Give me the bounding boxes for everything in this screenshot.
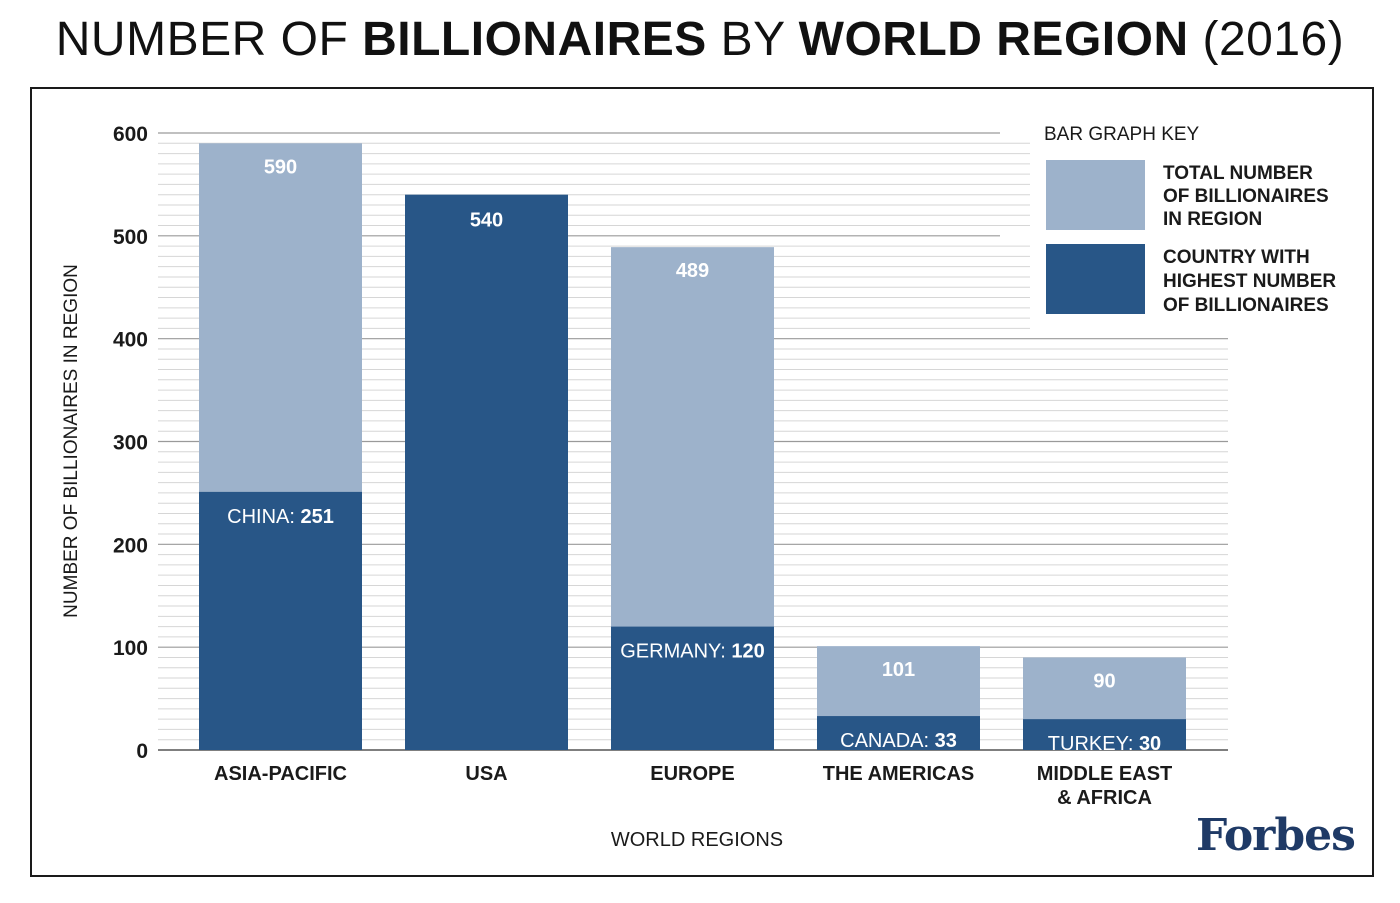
y-tick-label: 600 [113,123,148,146]
title-part-4: WORLD REGION [798,13,1189,66]
y-tick-label: 500 [113,226,148,249]
legend-label-country: HIGHEST NUMBER [1163,271,1336,292]
country-name: TURKEY: [1048,733,1139,755]
y-tick-label: 100 [113,637,148,660]
x-axis-label: WORLD REGIONS [611,829,783,851]
country-value: 30 [1139,733,1161,755]
chart-frame [30,87,1374,877]
legend-swatch-country [1046,244,1145,314]
data-label-country: TURKEY: 30 [1048,733,1161,755]
title-part-2: BILLIONAIRES [362,13,707,66]
x-tick-label: ASIA-PACIFIC [214,763,347,785]
data-label-country: GERMANY: 120 [620,641,765,663]
data-label-total: 489 [676,260,709,282]
legend-swatch-total [1046,160,1145,230]
forbes-logo: Forbes [1196,810,1356,861]
legend-label-country: COUNTRY WITH [1163,247,1310,268]
x-tick-label: & AFRICA [1057,787,1152,809]
title-part-5: (2016) [1202,13,1345,66]
data-label-country: CANADA: 33 [840,730,957,752]
x-tick-label: THE AMERICAS [823,763,974,785]
country-value: 251 [300,506,333,528]
country-value: 540 [470,210,503,232]
data-label-total: 101 [882,659,915,681]
bar-country [1023,719,1186,750]
title-part-3: BY [720,13,785,66]
y-tick-label: 400 [113,329,148,352]
title-part-1: NUMBER OF [55,13,349,66]
data-label-country: CHINA: 251 [227,506,334,528]
data-label-total: 590 [264,156,297,178]
x-tick-label: MIDDLE EAST [1037,763,1173,785]
country-value: 120 [731,641,764,663]
country-value: 33 [935,730,957,752]
x-tick-label: USA [465,763,507,785]
bar-country [405,194,568,750]
legend-label-total: OF BILLIONAIRES [1163,186,1329,207]
y-tick-label: 200 [113,534,148,557]
country-name: GERMANY: [620,641,731,663]
legend-label-total: IN REGION [1163,209,1262,230]
legend-title: BAR GRAPH KEY [1044,124,1200,145]
y-tick-label: 300 [113,432,148,455]
y-axis-label: NUMBER OF BILLIONAIRES IN REGION [61,264,82,618]
y-tick-label: 0 [136,740,148,763]
country-name: CANADA: [840,730,934,752]
bar-country [817,716,980,750]
legend-label-country: OF BILLIONAIRES [1163,295,1329,316]
bar-country [199,491,362,750]
x-tick-label: EUROPE [650,763,734,785]
bar-country [611,626,774,750]
chart-title: NUMBER OF BILLIONAIRES BY WORLD REGION (… [0,12,1400,67]
data-label-country: 540 [470,210,503,232]
country-name: CHINA: [227,506,300,528]
data-label-total: 90 [1093,670,1115,692]
legend-label-total: TOTAL NUMBER [1163,163,1313,184]
